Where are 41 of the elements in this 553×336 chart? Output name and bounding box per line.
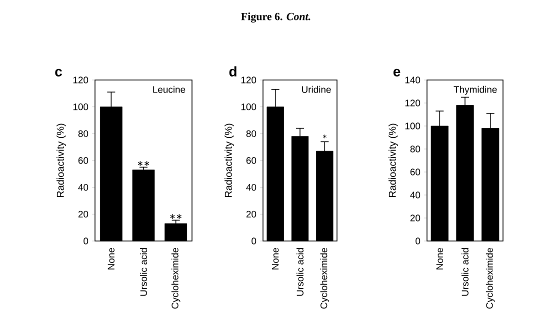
y-tick-label: 40	[78, 184, 88, 191]
y-tick-label: 40	[410, 192, 420, 198]
y-tick-label: 120	[241, 76, 256, 84]
x-tick-label: None	[436, 248, 443, 270]
x-tick-label: Ursolic acid	[296, 248, 304, 296]
y-tick-label: 20	[246, 210, 256, 218]
y-tick-label: 120	[73, 76, 88, 84]
y-tick-label: 0	[84, 238, 88, 244]
y-tick-label: 100	[241, 103, 256, 110]
x-tick-label: Cycloheximide	[486, 248, 495, 309]
y-tick-label: 80	[78, 130, 88, 138]
x-tick-label: None	[272, 248, 279, 270]
y-tick-label: 0	[252, 238, 256, 244]
text: Thymidine	[454, 86, 497, 95]
y-axis-title: Radioactivity (%)	[56, 124, 66, 198]
y-tick-label: 100	[405, 122, 420, 130]
caption: Figure 6. Cont.	[241, 12, 310, 23]
x-tick-label: Ursolic acid	[462, 248, 468, 296]
y-tick-label: 40	[246, 184, 256, 191]
y-tick-label: 140	[405, 76, 420, 84]
chart-subtitle: Uridine	[302, 86, 331, 93]
chart-subtitle: Leucine	[153, 86, 186, 93]
x-tick-label: Ursolic acid	[140, 248, 147, 296]
y-tick-label: 60	[78, 157, 88, 164]
y-axis-title: Radioactivity (%)	[388, 124, 398, 198]
chart-title: c	[55, 68, 62, 76]
x-tick-label: Cycloheximide	[171, 248, 180, 309]
chart-title: d	[229, 66, 236, 76]
y-tick-label: 80	[246, 130, 256, 138]
y-tick-label: 60	[246, 157, 256, 164]
y-tick-label: 0	[416, 238, 420, 244]
chart-title: e	[393, 68, 400, 76]
x-tick-label: Cycloheximide	[320, 248, 330, 309]
y-tick-label: 120	[405, 100, 420, 106]
y-tick-label: 20	[410, 214, 420, 222]
y-tick-label: 100	[73, 103, 88, 110]
y-tick-label: 60	[410, 168, 420, 176]
x-tick-label: None	[108, 248, 114, 270]
y-axis-title: Radioactivity (%)	[224, 124, 234, 198]
y-tick-label: 20	[78, 210, 88, 218]
y-tick-label: 80	[410, 146, 420, 152]
